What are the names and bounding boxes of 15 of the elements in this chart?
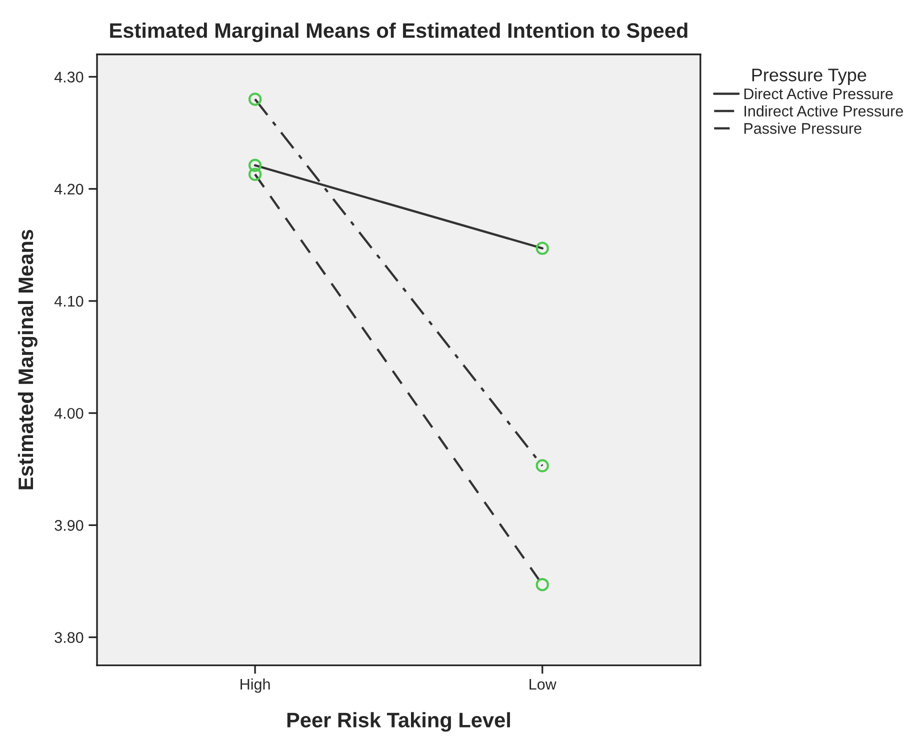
legend-title: Pressure Type	[752, 68, 866, 85]
legend-label: Direct Active Pressure	[744, 88, 893, 100]
legend-label: Indirect Active Pressure	[744, 105, 903, 117]
legend-label: Passive Pressure	[744, 122, 862, 134]
y-axis-title: Estimated Marginal Means	[18, 230, 38, 490]
x-axis-title: Peer Risk Taking Level	[287, 712, 510, 732]
y-tick-label: 4.30	[54, 72, 84, 82]
x-tick-label: High	[240, 678, 270, 693]
y-tick-label: 4.10	[54, 296, 84, 307]
y-tick-label: 4.20	[54, 184, 84, 195]
chart-title: Estimated Marginal Means of Estimated Intention to Speed	[110, 22, 688, 42]
y-tick-label: 3.90	[54, 520, 84, 531]
x-tick-label: Low	[530, 679, 556, 690]
y-tick-label: 3.80	[54, 632, 84, 643]
y-tick-label: 4.00	[54, 408, 84, 419]
